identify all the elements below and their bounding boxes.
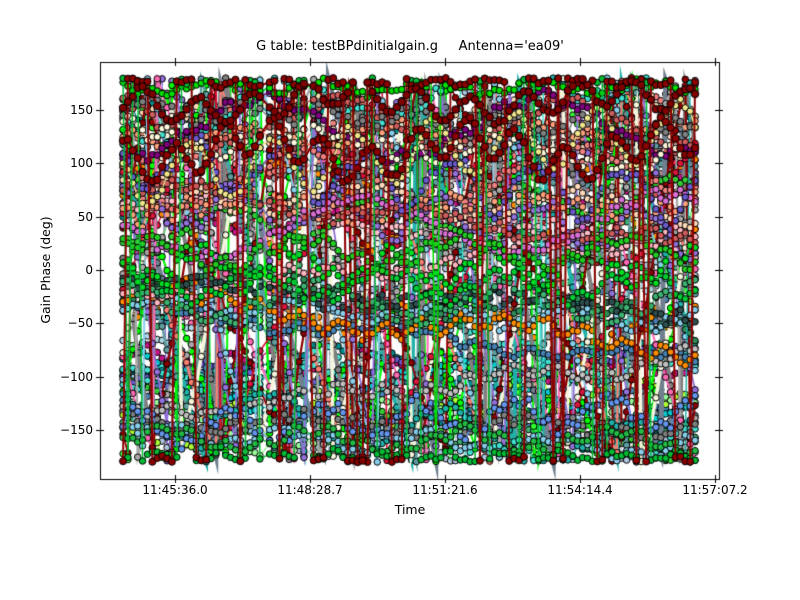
x-tick-label: 11:51:21.6 [412,483,478,497]
y-tick-label: −50 [67,316,93,330]
y-tick-label: 150 [70,103,93,117]
y-tick-label: 100 [70,156,93,170]
x-axis-label: Time [394,502,426,517]
y-tick-label: −100 [60,370,93,384]
chart-title: G table: testBPdinitialgain.g Antenna='e… [256,39,564,54]
x-tick-label: 11:57:07.2 [682,483,748,497]
y-tick-label: −150 [60,423,93,437]
x-tick-label: 11:48:28.7 [277,483,343,497]
x-tick-label: 11:54:14.4 [547,483,613,497]
y-tick-label: 0 [85,263,93,277]
x-tick-label: 11:45:36.0 [142,483,208,497]
y-tick-label: 50 [77,210,93,224]
